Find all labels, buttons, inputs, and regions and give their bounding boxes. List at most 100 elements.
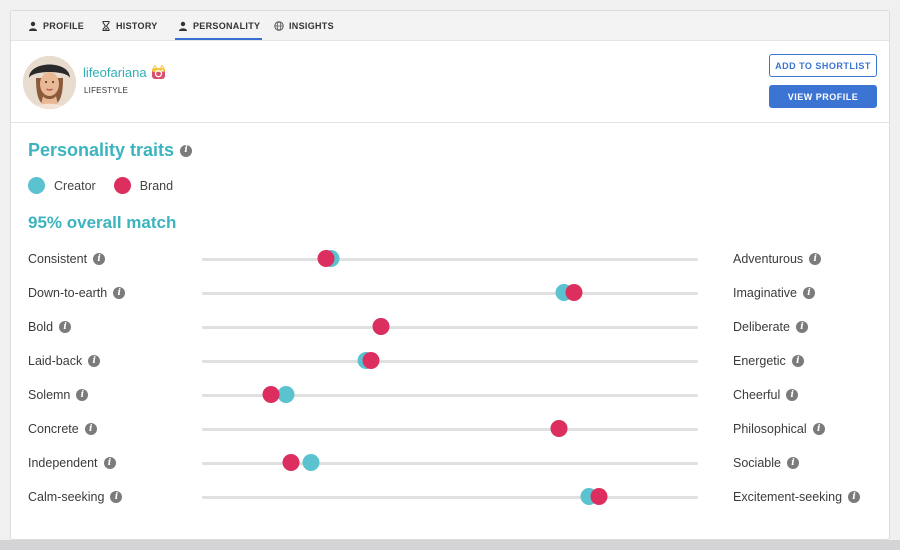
trait-right-label: Cheerful i xyxy=(733,385,799,405)
trait-track xyxy=(202,496,698,499)
trait-right-text: Excitement-seeking xyxy=(733,490,843,504)
brand-marker xyxy=(590,488,608,505)
trait-track xyxy=(202,394,698,397)
trait-right-text: Imaginative xyxy=(733,286,797,300)
info-icon[interactable]: i xyxy=(110,491,123,503)
legend-creator-label: Creator xyxy=(54,178,96,193)
brand-marker xyxy=(372,318,390,335)
info-icon[interactable]: i xyxy=(848,491,861,503)
info-icon[interactable]: i xyxy=(84,423,97,435)
view-profile-button[interactable]: VIEW PROFILE xyxy=(769,85,877,108)
username-text: lifeofariana xyxy=(83,65,147,80)
trait-right-text: Energetic xyxy=(733,354,786,368)
info-icon[interactable]: i xyxy=(791,355,804,367)
trait-right-text: Deliberate xyxy=(733,320,790,334)
trait-row: Independent i Sociable i xyxy=(11,453,889,473)
globe-icon xyxy=(274,21,284,31)
legend-brand: Brand xyxy=(113,177,173,194)
section-title: Personality traits i xyxy=(28,140,193,161)
trait-right-label: Deliberate i xyxy=(733,317,808,337)
trait-right-label: Sociable i xyxy=(733,453,799,473)
info-icon[interactable]: i xyxy=(802,287,815,299)
brand-marker xyxy=(550,420,568,437)
brand-marker xyxy=(282,454,300,471)
trait-right-label: Excitement-seeking i xyxy=(733,487,861,507)
trait-row: Laid-back i Energetic i xyxy=(11,351,889,371)
info-icon[interactable]: i xyxy=(809,253,822,265)
instagram-icon xyxy=(151,64,166,80)
trait-left-text: Consistent xyxy=(28,252,88,266)
trait-track xyxy=(202,258,698,261)
brand-marker xyxy=(262,386,280,403)
info-icon[interactable]: i xyxy=(93,253,106,265)
profile-category: LIFESTYLE xyxy=(84,86,129,95)
trait-left-label: Laid-back i xyxy=(28,351,101,371)
info-icon[interactable]: i xyxy=(786,389,799,401)
creator-marker xyxy=(277,386,295,403)
trait-right-label: Adventurous i xyxy=(733,249,822,269)
section-title-text: Personality traits xyxy=(28,140,175,160)
tab-label: PROFILE xyxy=(43,21,85,31)
trait-track xyxy=(202,360,698,363)
creator-dot-icon xyxy=(28,177,45,194)
trait-right-text: Cheerful xyxy=(733,388,781,402)
info-icon[interactable]: i xyxy=(103,457,116,469)
trait-left-label: Down-to-earth i xyxy=(28,283,126,303)
trait-track xyxy=(202,462,698,465)
tab-profile[interactable]: PROFILE xyxy=(28,11,84,41)
trait-left-text: Down-to-earth xyxy=(28,286,108,300)
trait-left-label: Concrete i xyxy=(28,419,97,439)
legend-creator: Creator xyxy=(28,177,96,194)
trait-left-label: Bold i xyxy=(28,317,72,337)
person-icon xyxy=(178,21,188,31)
trait-left-label: Solemn i xyxy=(28,385,89,405)
info-icon[interactable]: i xyxy=(88,355,101,367)
creator-marker xyxy=(302,454,320,471)
influencer-card: PROFILE HISTORY PERSONALITY INSIGHTS xyxy=(10,10,890,540)
person-icon xyxy=(28,21,38,31)
trait-row: Calm-seeking i Excitement-seeking i xyxy=(11,487,889,507)
info-icon[interactable]: i xyxy=(795,321,808,333)
profile-header: lifeofariana LIFESTYLE ADD TO SHORTLIST … xyxy=(11,41,889,123)
tab-label: PERSONALITY xyxy=(193,21,261,31)
info-icon[interactable]: i xyxy=(59,321,72,333)
tab-history[interactable]: HISTORY xyxy=(101,11,158,41)
legend: Creator Brand xyxy=(28,177,191,194)
trait-track xyxy=(202,326,698,329)
trait-row: Bold i Deliberate i xyxy=(11,317,889,337)
tab-insights[interactable]: INSIGHTS xyxy=(274,11,334,41)
trait-left-text: Independent xyxy=(28,456,98,470)
add-to-shortlist-button[interactable]: ADD TO SHORTLIST xyxy=(769,54,877,77)
trait-track xyxy=(202,428,698,431)
trait-row: Down-to-earth i Imaginative i xyxy=(11,283,889,303)
trait-row: Consistent i Adventurous i xyxy=(11,249,889,269)
overall-match: 95% overall match xyxy=(28,213,177,232)
tab-bar: PROFILE HISTORY PERSONALITY INSIGHTS xyxy=(11,11,889,41)
avatar[interactable] xyxy=(23,56,76,109)
tab-label: HISTORY xyxy=(116,21,158,31)
brand-marker xyxy=(565,284,583,301)
tab-label: INSIGHTS xyxy=(289,21,334,31)
trait-left-text: Laid-back xyxy=(28,354,83,368)
trait-left-text: Calm-seeking xyxy=(28,490,105,504)
trait-row: Concrete i Philosophical i xyxy=(11,419,889,439)
trait-left-text: Solemn xyxy=(28,388,71,402)
trait-right-text: Philosophical xyxy=(733,422,807,436)
brand-dot-icon xyxy=(113,177,131,194)
hourglass-icon xyxy=(101,21,111,31)
info-icon[interactable]: i xyxy=(76,389,89,401)
info-icon[interactable]: i xyxy=(786,457,799,469)
trait-left-label: Consistent i xyxy=(28,249,106,269)
trait-right-label: Imaginative i xyxy=(733,283,815,303)
profile-username[interactable]: lifeofariana xyxy=(83,64,166,80)
tab-personality[interactable]: PERSONALITY xyxy=(174,11,263,41)
info-icon[interactable]: i xyxy=(812,423,825,435)
page-shadow xyxy=(0,540,900,550)
trait-left-text: Bold xyxy=(28,320,54,334)
info-icon[interactable]: i xyxy=(180,144,193,157)
trait-left-text: Concrete xyxy=(28,422,79,436)
trait-left-label: Independent i xyxy=(28,453,116,473)
info-icon[interactable]: i xyxy=(113,287,126,299)
brand-marker xyxy=(317,250,335,267)
trait-right-label: Philosophical i xyxy=(733,419,825,439)
